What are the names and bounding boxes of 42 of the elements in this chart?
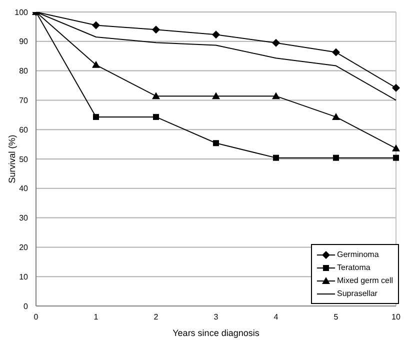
x-tick-label: 5 xyxy=(334,312,339,322)
y-tick-label: 60 xyxy=(19,125,29,134)
y-tick-label: 10 xyxy=(19,272,29,282)
y-tick-label: 90 xyxy=(19,37,29,46)
point xyxy=(212,30,220,39)
point xyxy=(92,21,100,30)
point xyxy=(332,112,340,120)
point xyxy=(92,60,100,68)
legend-label: Mixed germ cell xyxy=(337,276,394,285)
legend-label: Suprasellar xyxy=(337,289,378,298)
x-tick-label: 4 xyxy=(274,312,279,322)
y-tick-label: 70 xyxy=(19,96,29,106)
x-tick-label: 10 xyxy=(392,312,401,322)
point xyxy=(393,154,399,161)
point xyxy=(153,114,159,120)
x-axis-title: Years since diagnosis xyxy=(172,328,260,338)
point xyxy=(333,154,339,161)
y-tick-label: 20 xyxy=(19,243,29,252)
point xyxy=(392,144,400,152)
legend-label: Germinoma xyxy=(337,250,379,259)
x-tick-label: 2 xyxy=(154,312,159,322)
y-tick-label: 50 xyxy=(19,154,29,164)
point xyxy=(212,92,220,100)
point xyxy=(272,92,280,100)
x-tick-label: 0 xyxy=(34,312,39,322)
point xyxy=(93,114,99,120)
y-tick-label: 80 xyxy=(19,66,29,76)
y-tick-label: 0 xyxy=(24,302,29,311)
point xyxy=(273,154,279,161)
point xyxy=(332,48,340,56)
point xyxy=(152,92,160,100)
point xyxy=(392,84,400,92)
point xyxy=(213,140,219,146)
y-tick-label: 30 xyxy=(19,214,29,223)
y-tick-label: 100 xyxy=(14,8,29,17)
y-tick-label: 40 xyxy=(19,184,29,194)
x-tick-label: 3 xyxy=(214,312,219,322)
legend-label: Teratoma xyxy=(337,263,370,272)
x-tick-label: 1 xyxy=(94,312,99,322)
y-axis-title: Survival (%) xyxy=(7,134,18,184)
point xyxy=(272,38,280,47)
point xyxy=(152,26,160,34)
